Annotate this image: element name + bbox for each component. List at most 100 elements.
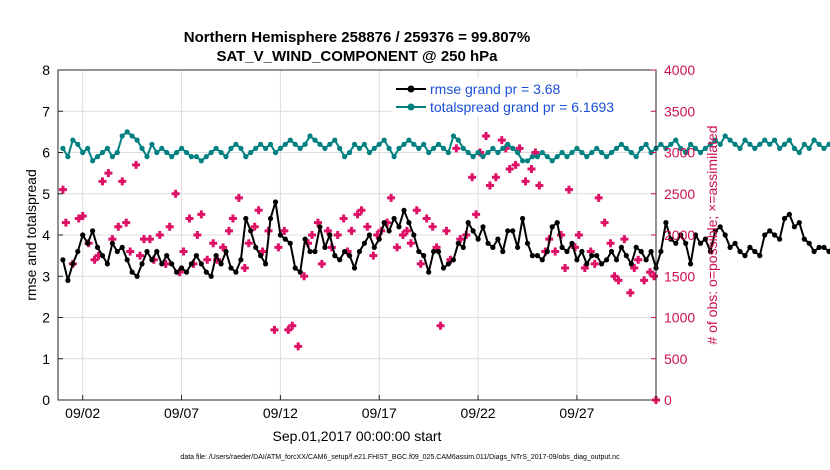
rmse-point (772, 232, 778, 238)
rmse-point (426, 269, 432, 275)
totalspread-point (544, 154, 550, 160)
obs-assimilated-marker (497, 136, 506, 145)
rmse-point (821, 244, 827, 250)
totalspread-point (613, 145, 620, 151)
totalspread-point (411, 141, 417, 147)
totalspread-point (658, 141, 664, 147)
obs-assimilated-marker (193, 231, 202, 239)
totalspread-point (554, 154, 560, 160)
obs-assimilated-marker (132, 160, 141, 169)
totalspread-point (70, 137, 76, 143)
rmse-point (104, 261, 110, 267)
rmse-point (65, 277, 71, 283)
chart-title-line2: SAT_V_WIND_COMPONENT @ 250 hPa (216, 48, 498, 65)
totalspread-point (282, 141, 288, 147)
rmse-point (495, 236, 501, 242)
totalspread-point (169, 154, 175, 160)
totalspread-point (465, 149, 471, 156)
obs-assimilated-marker (203, 255, 212, 264)
totalspread-point (183, 149, 190, 156)
rmse-point (465, 220, 471, 226)
totalspread-point (806, 145, 812, 151)
rmse-point (796, 220, 802, 226)
totalspread-point (213, 145, 219, 151)
obs-assimilated-marker (308, 231, 317, 239)
rmse-point (692, 232, 699, 238)
totalspread-point (386, 145, 392, 151)
rmse-point (445, 261, 451, 267)
totalspread-point (198, 158, 204, 164)
rmse-point (263, 261, 269, 267)
obs-assimilated-marker (98, 177, 107, 186)
totalspread-point (139, 145, 145, 151)
totalspread-point (515, 149, 521, 156)
totalspread-point (520, 158, 526, 164)
totalspread-point (485, 149, 491, 156)
totalspread-point (401, 141, 407, 147)
totalspread-point (811, 137, 817, 143)
obs-assimilated-marker (574, 231, 583, 239)
obs-assimilated-marker (422, 214, 431, 223)
obs-assimilated-marker (363, 222, 372, 231)
totalspread-point (559, 149, 565, 156)
obs-assimilated-marker (485, 181, 494, 190)
rmse-point (747, 244, 753, 250)
rmse-point (816, 244, 822, 250)
axes-layer: 0 1 2 3 4 5 6 7 8 0 500 1000 1500 2000 2500 3000 3500 400… (42, 62, 695, 421)
y-right-tick-label: 2000 (664, 227, 695, 243)
rmse-point (455, 240, 461, 246)
rmse-point (569, 240, 575, 246)
totalspread-point (668, 141, 674, 147)
totalspread-point (292, 141, 298, 147)
totalspread-point (253, 145, 259, 151)
totalspread-point (416, 145, 422, 151)
totalspread-point (688, 141, 694, 147)
rmse-point (440, 265, 447, 271)
totalspread-point (623, 145, 629, 151)
obs-assimilated-marker (406, 239, 415, 248)
legend-box (392, 78, 650, 116)
totalspread-point (263, 145, 269, 151)
rmse-point (702, 236, 709, 242)
totalspread-point (608, 149, 615, 156)
rmse-point (505, 228, 511, 234)
rmse-point (376, 236, 382, 242)
totalspread-point (692, 145, 699, 151)
data-file-footnote: data file: /Users/raeder/DAI/ATM_forcXX/… (180, 454, 620, 461)
rmse-point (129, 269, 135, 275)
y-left-tick-label: 5 (42, 186, 50, 202)
obs-assimilated-marker (551, 247, 560, 256)
rmse-point (238, 257, 244, 263)
obs-assimilated-marker (472, 210, 481, 219)
rmse-point (396, 224, 402, 230)
rmse-point (381, 220, 387, 226)
totalspread-point (460, 145, 466, 151)
obs-assimilated-marker (224, 226, 233, 235)
rmse-point (697, 240, 704, 246)
rmse-point (302, 236, 308, 242)
rmse-point (806, 240, 812, 246)
obs-assimilated-marker (155, 231, 164, 239)
totalspread-point (732, 141, 738, 147)
obs-assimilated-marker (481, 132, 490, 140)
obs-assimilated-marker (219, 243, 228, 252)
y-right-tick-label: 4000 (664, 62, 695, 78)
x-axis-label: Sep.01,2017 00:00:00 start (273, 428, 442, 444)
obs-assimilated-marker (511, 160, 520, 169)
totalspread-point (149, 141, 155, 147)
totalspread-point (564, 154, 570, 160)
rmse-point (213, 253, 219, 259)
y-left-tick-label: 0 (42, 392, 50, 408)
rmse-point (94, 244, 101, 250)
totalspread-point (549, 158, 555, 164)
totalspread-point (332, 137, 338, 143)
rmse-point (411, 232, 417, 238)
rmse-point (188, 261, 194, 267)
totalspread-point (816, 141, 822, 147)
totalspread-point (277, 145, 283, 151)
rmse-point (70, 261, 76, 267)
obs-assimilated-marker (185, 214, 194, 223)
rmse-point (781, 215, 788, 222)
rmse-point (277, 232, 283, 238)
obs-assimilated-marker (402, 226, 411, 235)
